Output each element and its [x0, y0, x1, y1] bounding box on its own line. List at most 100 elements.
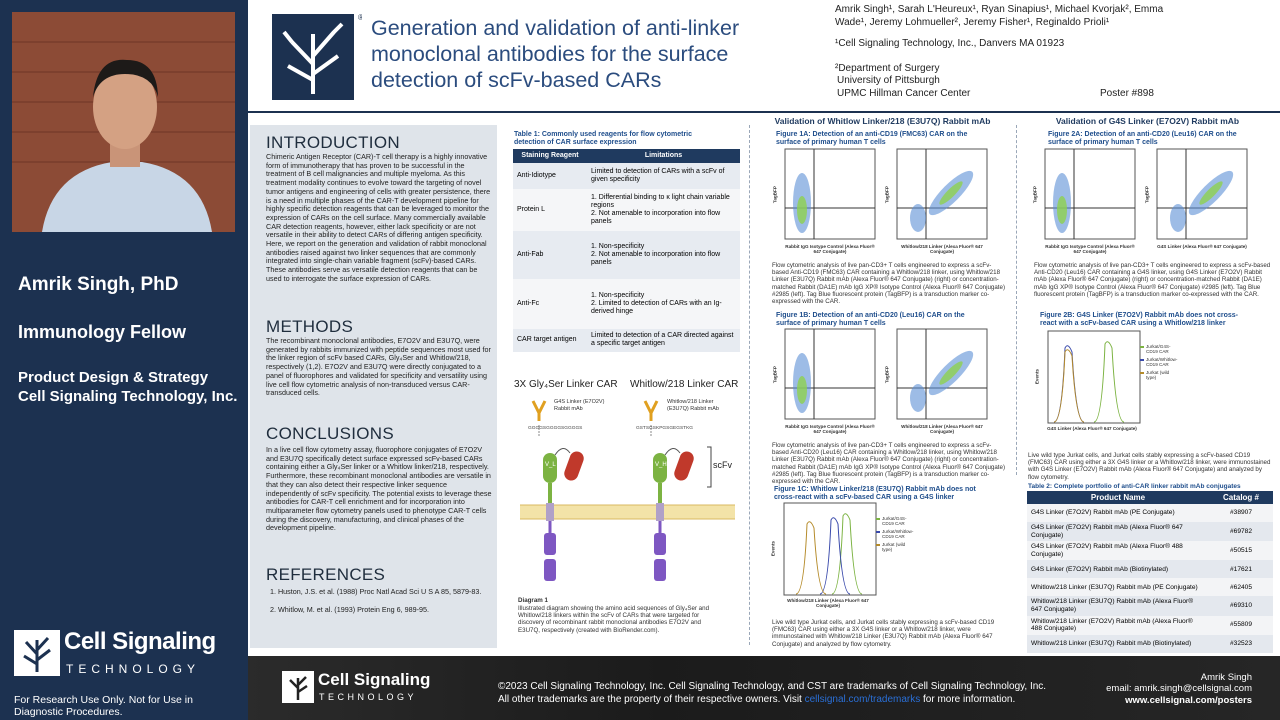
legend-label: Jurkat (wild type) [1146, 370, 1170, 380]
section-body: Chimeric Antigen Receptor (CAR)-T cell t… [266, 152, 491, 283]
cloud [910, 204, 926, 232]
cloud [1199, 181, 1223, 205]
histogram-curve [795, 521, 827, 595]
legend-item: Jurkat (wild type) [1140, 370, 1180, 380]
speaker-name: Amrik Singh, PhD [18, 274, 179, 295]
legend-swatch [876, 531, 880, 533]
dot-plot [896, 328, 988, 420]
catalog-number: #62405 [1209, 578, 1273, 597]
dot-plot [1156, 148, 1248, 240]
axis-label: Rabbit IgG Isotype Control (Alexa Fluor®… [785, 424, 875, 435]
sidebar: Amrik Singh, PhD Immunology Fellow Produ… [0, 0, 248, 720]
cell: 1. Differential binding to κ light chain… [587, 189, 740, 232]
copyright: ©2023 Cell Signaling Technology, Inc. Ce… [498, 681, 1047, 692]
reference: 1. Huston, J.S. et al. (1988) Proc Natl … [270, 587, 482, 596]
table-row: Whitlow/218 Linker (E3U7Q) Rabbit mAb (A… [1027, 596, 1273, 616]
table-caption: Table 2: Complete portfolio of anti-CAR … [1028, 483, 1241, 490]
limitation: 1. Differential binding to κ light chain… [591, 193, 730, 209]
diagram-caption-title: Diagram 1 [518, 597, 548, 604]
cell: 1. Non-specificity 2. Limited to detectio… [587, 279, 740, 330]
product-name: Whitlow/218 Linker (E7O2V) Rabbit mAb (A… [1027, 615, 1209, 635]
table-row: Whitlow/218 Linker (E3U7Q) Rabbit mAb (P… [1027, 578, 1273, 597]
cell: CAR target antigen [513, 329, 587, 352]
histogram-curve [819, 517, 851, 595]
legend-swatch [1140, 359, 1144, 361]
table-row: Anti-Fc 1. Non-specificity 2. Limited to d… [513, 279, 740, 330]
histogram [1047, 330, 1141, 424]
event-cloud [1170, 170, 1234, 232]
figure: Rabbit IgG Isotype Control (Alexa Fluor®… [772, 328, 1008, 438]
cell: Limited to detection of CARs with a scFv… [587, 163, 740, 190]
domain-label: V_L [545, 462, 556, 468]
logo-text: Cell Signaling [64, 628, 216, 655]
section-heading: INTRODUCTION [266, 133, 400, 152]
logo-subtext: TECHNOLOGY [66, 662, 201, 676]
catalog-number: #17621 [1209, 560, 1273, 579]
car-diagram [520, 400, 735, 581]
footer-logo-text: Cell Signaling [318, 670, 431, 689]
legend-label: Jurkat/G4S-CD19 CAR [882, 516, 907, 526]
legend-swatch [876, 544, 880, 546]
antibody-label: Whitlow/218 Linker (E3U7Q) Rabbit mAb [667, 399, 719, 412]
axis-label: Whitlow/218 Linker (Alexa Fluor® 647 Con… [901, 424, 983, 435]
axis-label: Events [770, 541, 776, 557]
figure: G4S Linker (Alexa Fluor® 647 Conjugate) E… [1028, 330, 1208, 445]
product-name: Whitlow/218 Linker (E3U7Q) Rabbit mAb (B… [1027, 634, 1209, 653]
legend-swatch [1140, 346, 1144, 348]
figure: Rabbit IgG Isotype Control (Alexa Fluor®… [772, 148, 1008, 258]
limitation: 2. Not amenable to incorporation into fl… [591, 210, 721, 226]
cloud [797, 196, 807, 224]
table-row: G4S Linker (E7O2V) Rabbit mAb (Alexa Flu… [1027, 522, 1273, 542]
catalog-number: #69782 [1209, 522, 1273, 542]
speaker-company: Cell Signaling Technology, Inc. [18, 388, 238, 405]
affiliation-2: University of Pittsburgh [837, 75, 940, 86]
limitation: Limited to detection of CARs with a scFv… [591, 168, 725, 184]
figure-caption: Live wild type Jurkat cells, and Jurkat … [772, 619, 995, 648]
figure-title: Figure 1A: Detection of an anti-CD19 (FM… [776, 131, 968, 146]
cloud [939, 361, 963, 385]
legend-label: Jurkat/Whitlow-CD19 CAR [1146, 357, 1178, 367]
contact-name: Amrik Singh [1200, 672, 1252, 683]
product-name: G4S Linker (E7O2V) Rabbit mAb (Alexa Flu… [1027, 541, 1209, 561]
poster-title: Generation and validation of anti-linker… [371, 16, 740, 92]
axis-label: TagBFP [1144, 186, 1150, 204]
histogram [783, 502, 877, 596]
table-row: Protein L 1. Differential binding to κ li… [513, 189, 740, 232]
cell: 1. Non-specificity 2. Not amenable to inc… [587, 231, 740, 280]
table-row: G4S Linker (E7O2V) Rabbit mAb (PE Conjug… [1027, 504, 1273, 522]
axis-label: TagBFP [1032, 186, 1038, 204]
authors: Amrik Singh¹, Sarah L'Heureux¹, Ryan Sin… [835, 4, 1164, 28]
cell: Limited to detection of a CAR directed a… [587, 329, 740, 352]
limitation: 2. Limited to detection of CARs with an … [591, 300, 722, 316]
event-cloud [1053, 173, 1071, 233]
product-name: G4S Linker (E7O2V) Rabbit mAb (Alexa Flu… [1027, 522, 1209, 542]
cell: Anti-Idiotype [513, 163, 587, 190]
column-separator [1016, 125, 1017, 475]
event-cloud [910, 350, 974, 412]
section-body: In a live cell flow cytometry assay, flu… [266, 445, 492, 533]
table-body: G4S Linker (E7O2V) Rabbit mAb (PE Conjug… [1027, 504, 1273, 653]
dot-plot [784, 328, 876, 420]
axis-label: TagBFP [772, 366, 778, 384]
disclaimer: For Research Use Only. Not for Use in Di… [14, 694, 193, 718]
axis-label: Whitlow/218 Linker (Alexa Fluor® 647 Con… [901, 244, 983, 255]
svg-text:®: ® [358, 14, 362, 22]
trademarks-link[interactable]: cellsignal.com/trademarks [804, 694, 921, 705]
table-header: Staining Reagent Limitations [513, 149, 740, 164]
table-header: Product Name Catalog # [1027, 491, 1273, 504]
limitation: 1. Non-specificity [591, 291, 645, 299]
figure-title: Figure 1B: Detection of an anti-CD20 (Le… [776, 312, 965, 327]
header-cell: Catalog # [1209, 491, 1273, 504]
affiliation-2: UPMC Hillman Cancer Center [837, 88, 971, 99]
cloud [797, 376, 807, 404]
axis-label: G4S Linker (Alexa Fluor® 647 Conjugate) [1157, 244, 1247, 249]
footer [248, 656, 1280, 720]
event-cloud [793, 353, 811, 413]
dot-plot [784, 148, 876, 240]
contact-email: email: amrik.singh@cellsignal.com [1106, 683, 1252, 694]
cloud [939, 181, 963, 205]
catalog-number: #32523 [1209, 634, 1273, 653]
product-name: G4S Linker (E7O2V) Rabbit mAb (Biotinyla… [1027, 560, 1209, 579]
legend-swatch [1140, 372, 1144, 374]
reference: 2. Whitlow, M. et al. (1993) Protein Eng… [270, 605, 430, 614]
